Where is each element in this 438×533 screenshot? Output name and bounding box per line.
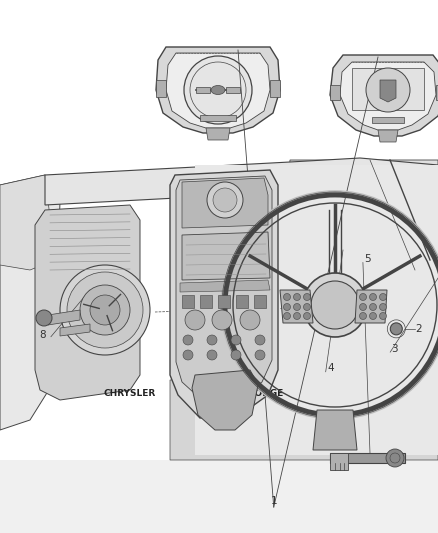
Text: 1: 1 [270, 496, 277, 506]
Circle shape [360, 294, 367, 301]
Polygon shape [372, 117, 404, 123]
Circle shape [311, 281, 359, 329]
Polygon shape [236, 295, 248, 308]
Circle shape [90, 295, 120, 325]
Polygon shape [200, 115, 236, 121]
Circle shape [360, 312, 367, 319]
Polygon shape [280, 290, 313, 323]
Polygon shape [156, 80, 166, 97]
Circle shape [184, 56, 252, 124]
Circle shape [304, 312, 311, 319]
Circle shape [370, 312, 377, 319]
Ellipse shape [211, 85, 225, 94]
Circle shape [293, 303, 300, 311]
Polygon shape [170, 360, 438, 460]
Polygon shape [0, 460, 438, 533]
Circle shape [360, 303, 367, 311]
Circle shape [80, 285, 130, 335]
Circle shape [36, 310, 52, 326]
Polygon shape [330, 55, 438, 136]
Circle shape [213, 188, 237, 212]
Circle shape [183, 350, 193, 360]
Circle shape [379, 294, 386, 301]
Polygon shape [182, 178, 268, 228]
Polygon shape [180, 280, 270, 292]
Polygon shape [352, 68, 424, 110]
Polygon shape [48, 310, 80, 325]
Polygon shape [0, 175, 60, 430]
Text: 3: 3 [391, 344, 398, 354]
Polygon shape [35, 205, 140, 400]
Polygon shape [380, 80, 396, 102]
Text: CHRYSLER: CHRYSLER [103, 389, 155, 398]
Circle shape [390, 323, 402, 335]
Circle shape [60, 265, 150, 355]
Polygon shape [378, 130, 398, 142]
Circle shape [207, 182, 243, 218]
Circle shape [183, 335, 193, 345]
Circle shape [240, 310, 260, 330]
Text: 8: 8 [39, 330, 46, 340]
Polygon shape [200, 295, 212, 308]
Polygon shape [330, 85, 340, 100]
Text: 2: 2 [415, 324, 422, 334]
Text: DODGE: DODGE [247, 389, 283, 398]
Text: 5: 5 [364, 254, 371, 263]
Circle shape [379, 312, 386, 319]
Circle shape [370, 303, 377, 311]
Polygon shape [166, 53, 270, 128]
Circle shape [67, 272, 143, 348]
Polygon shape [156, 47, 280, 133]
Polygon shape [182, 295, 194, 308]
Polygon shape [340, 62, 436, 130]
Circle shape [231, 335, 241, 345]
Circle shape [231, 350, 241, 360]
Polygon shape [436, 85, 438, 100]
Polygon shape [355, 290, 387, 323]
Circle shape [386, 449, 404, 467]
Text: 7: 7 [343, 325, 350, 334]
Circle shape [303, 273, 367, 337]
Circle shape [255, 350, 265, 360]
Circle shape [379, 303, 386, 311]
Circle shape [370, 294, 377, 301]
Polygon shape [254, 295, 266, 308]
Circle shape [304, 303, 311, 311]
Circle shape [212, 310, 232, 330]
Circle shape [304, 294, 311, 301]
Polygon shape [196, 87, 210, 93]
Polygon shape [45, 158, 438, 205]
Polygon shape [206, 128, 230, 140]
Polygon shape [195, 165, 438, 455]
Circle shape [283, 312, 290, 319]
Polygon shape [192, 370, 258, 430]
Polygon shape [313, 410, 357, 450]
Text: 9: 9 [334, 294, 341, 303]
Circle shape [366, 68, 410, 112]
Circle shape [293, 294, 300, 301]
Circle shape [283, 294, 290, 301]
Polygon shape [60, 324, 90, 336]
Polygon shape [330, 453, 348, 470]
Circle shape [293, 312, 300, 319]
Polygon shape [280, 160, 438, 350]
Polygon shape [270, 80, 280, 97]
Polygon shape [330, 453, 405, 463]
Circle shape [283, 303, 290, 311]
Polygon shape [170, 170, 278, 418]
Polygon shape [226, 87, 240, 93]
Polygon shape [218, 295, 230, 308]
Circle shape [207, 335, 217, 345]
Polygon shape [176, 176, 272, 402]
Text: 4: 4 [327, 363, 334, 373]
Polygon shape [0, 175, 55, 270]
Circle shape [185, 310, 205, 330]
Circle shape [255, 335, 265, 345]
Circle shape [207, 350, 217, 360]
Polygon shape [182, 232, 270, 280]
